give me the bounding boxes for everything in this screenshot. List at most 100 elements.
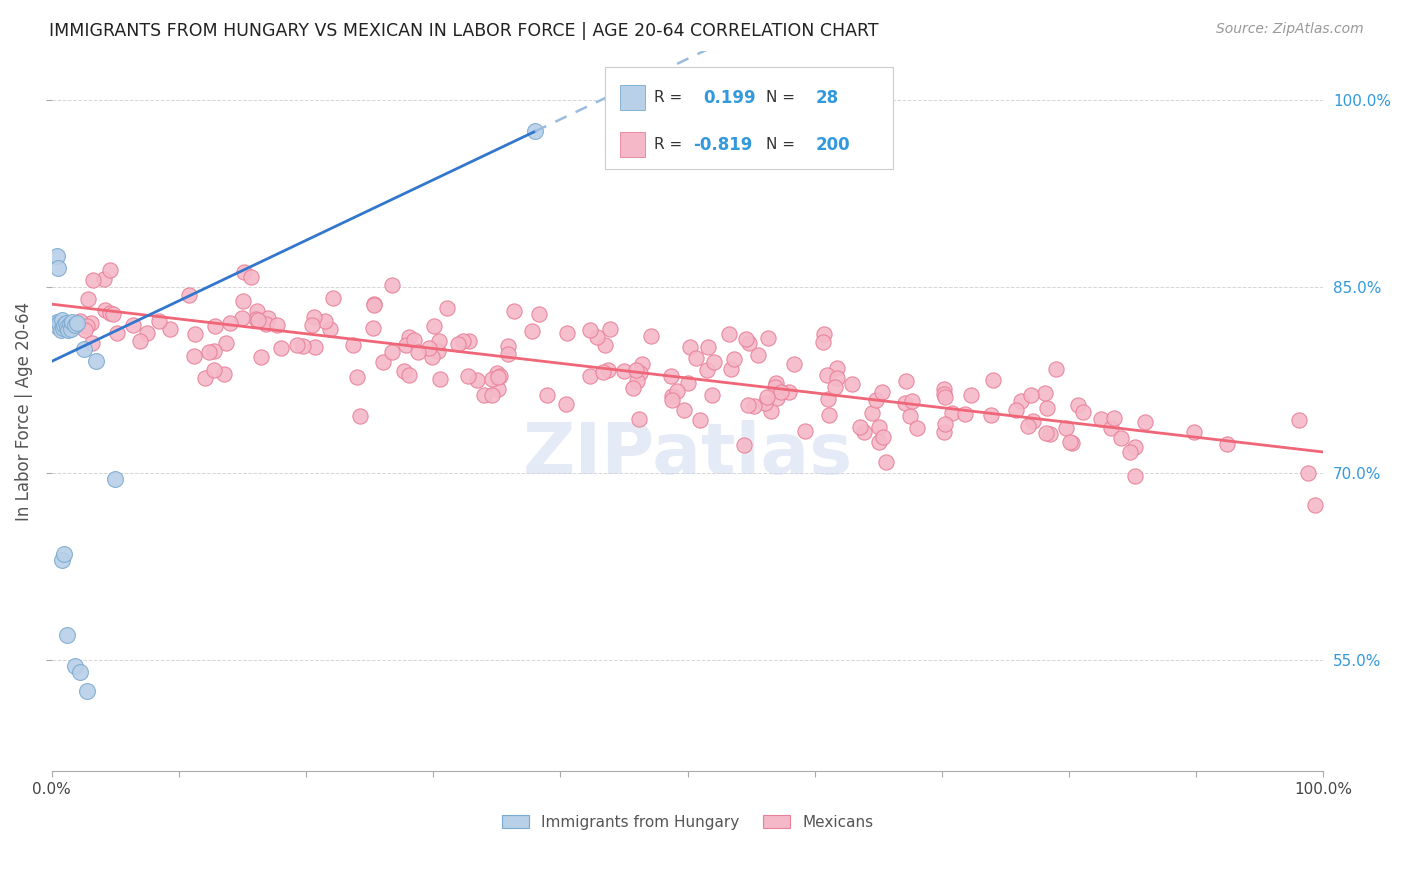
Point (159, 322, 181, 336)
Point (932, 425, 955, 439)
Point (72, 342, 94, 356)
Point (60, 314, 83, 328)
Point (51, 553, 73, 567)
Point (256, 311, 278, 326)
Point (696, 363, 718, 377)
Point (183, 349, 205, 363)
Point (302, 310, 325, 324)
Point (49, 323, 72, 337)
Point (427, 334, 450, 349)
Point (349, 409, 371, 423)
Point (1035, 426, 1057, 441)
Point (1059, 434, 1081, 449)
Point (872, 430, 894, 444)
Point (734, 332, 756, 346)
Text: IMMIGRANTS FROM HUNGARY VS MEXICAN IN LABOR FORCE | AGE 20-64 CORRELATION CHART: IMMIGRANTS FROM HUNGARY VS MEXICAN IN LA… (49, 22, 879, 40)
Point (240, 270, 263, 285)
Point (627, 412, 650, 426)
Point (824, 380, 846, 394)
Point (48, 316, 70, 330)
Point (84, 354, 107, 368)
Point (679, 339, 702, 353)
Point (53, 318, 76, 333)
Point (45, 317, 67, 331)
Point (1035, 401, 1057, 416)
Point (427, 344, 450, 359)
Point (177, 288, 200, 302)
Point (817, 409, 839, 423)
Legend: Immigrants from Hungary, Mexicans: Immigrants from Hungary, Mexicans (495, 808, 880, 836)
Point (1022, 414, 1045, 428)
Point (429, 372, 451, 386)
Point (555, 326, 578, 340)
Point (63, 318, 86, 333)
Point (1135, 415, 1157, 429)
Text: N =: N = (766, 137, 796, 152)
Point (451, 334, 474, 348)
Point (733, 438, 755, 452)
Point (934, 387, 956, 401)
Point (58, 323, 80, 337)
Point (76, 318, 98, 333)
Point (395, 338, 418, 352)
Point (932, 383, 955, 397)
Point (723, 351, 745, 366)
Point (104, 472, 127, 486)
Point (93, 272, 115, 286)
Point (342, 338, 364, 352)
Point (202, 363, 225, 377)
Point (811, 334, 834, 349)
Point (319, 322, 342, 336)
Point (673, 402, 696, 417)
Point (841, 376, 863, 391)
Point (45, 314, 67, 328)
Point (212, 367, 235, 381)
Point (301, 318, 323, 332)
Point (523, 124, 546, 138)
Point (53, 547, 76, 561)
Point (122, 318, 145, 332)
Text: 200: 200 (815, 136, 851, 153)
Point (1019, 388, 1042, 402)
Point (555, 397, 578, 411)
Point (1090, 412, 1112, 426)
Point (852, 425, 875, 439)
Point (52, 320, 75, 334)
Point (718, 327, 741, 342)
Point (720, 361, 742, 376)
Point (759, 403, 782, 417)
Point (404, 333, 426, 347)
Point (624, 363, 647, 377)
Point (481, 372, 503, 386)
Point (457, 369, 479, 384)
Point (794, 424, 817, 438)
Point (56, 319, 79, 334)
Text: R =: R = (654, 137, 682, 152)
Point (45, 249, 67, 263)
Y-axis label: In Labor Force | Age 20-64: In Labor Force | Age 20-64 (15, 301, 32, 521)
Point (69, 665, 91, 679)
Point (46, 261, 69, 276)
Point (488, 369, 510, 384)
Text: ZIPatlas: ZIPatlas (523, 420, 852, 489)
Point (496, 347, 519, 361)
Point (941, 406, 963, 420)
Point (665, 384, 688, 399)
Point (640, 329, 662, 343)
Point (959, 388, 981, 402)
Point (536, 388, 558, 402)
Point (94, 302, 117, 317)
Point (488, 370, 510, 384)
Point (486, 366, 509, 380)
Point (905, 421, 928, 435)
Point (765, 376, 787, 390)
Point (420, 350, 443, 364)
Point (392, 364, 415, 378)
Point (215, 335, 238, 350)
Point (46, 319, 69, 334)
Point (363, 296, 385, 310)
Point (778, 384, 800, 399)
Point (398, 330, 420, 344)
Point (1054, 421, 1077, 435)
Point (901, 394, 924, 409)
